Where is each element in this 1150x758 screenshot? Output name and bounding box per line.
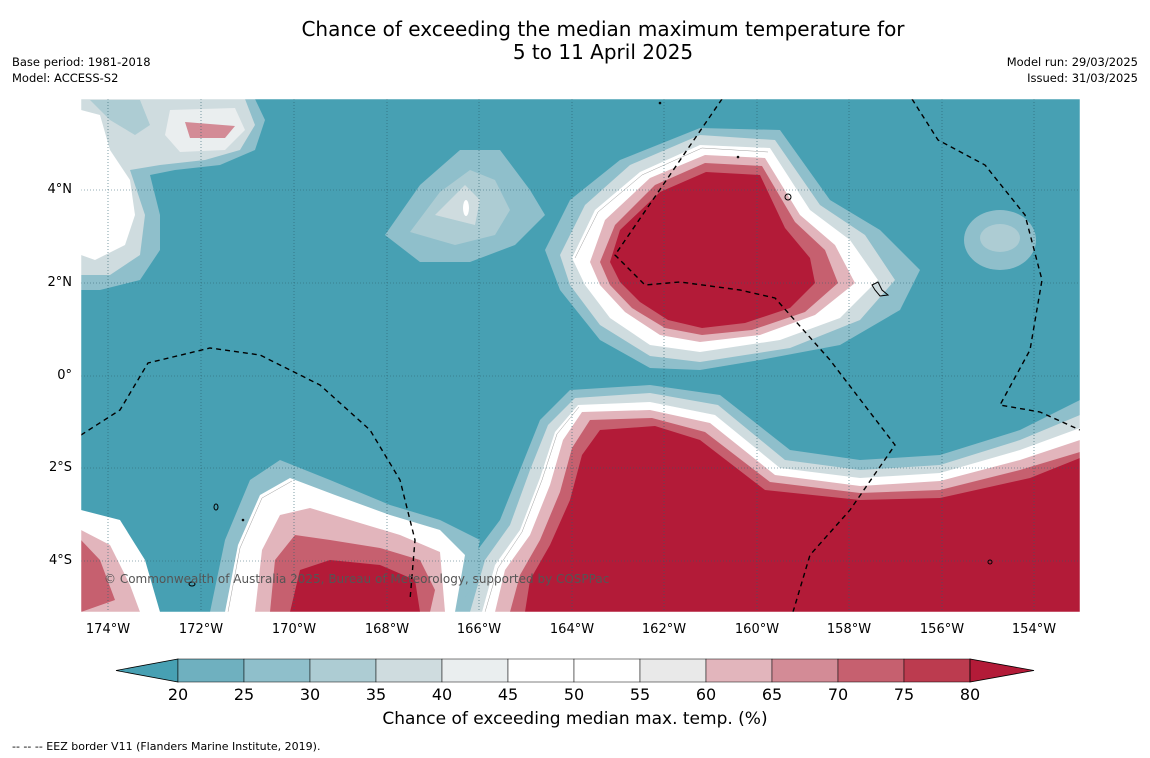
colorbar-over-triangle — [969, 658, 1035, 683]
colorbar-segment — [639, 658, 707, 683]
lat-label-2n: 2°N — [47, 275, 73, 290]
colorbar-segment — [837, 658, 905, 683]
colorbar-tick-label: 50 — [563, 685, 585, 704]
colorbar-segment — [375, 658, 443, 683]
low-probability-patch-ne — [964, 210, 1036, 270]
meta-right: Model run: 29/03/2025 Issued: 31/03/2025 — [1007, 54, 1138, 86]
colorbar-segment — [309, 658, 377, 683]
colorbar-title: Chance of exceeding median max. temp. (%… — [382, 709, 768, 729]
issued-text: Issued: 31/03/2025 — [1027, 71, 1138, 85]
lat-label-4s: 4°S — [48, 553, 72, 568]
colorbar-tick-label: 60 — [695, 685, 717, 704]
title-line-1: Chance of exceeding the median maximum t… — [301, 17, 905, 41]
lon-label-156w: 156°W — [919, 622, 965, 637]
colorbar-tick-label: 35 — [365, 685, 387, 704]
colorbar-tick-label: 25 — [233, 685, 255, 704]
eez-footnote: -- -- -- EEZ border V11 (Flanders Marine… — [12, 740, 321, 753]
map-title: Chance of exceeding the median maximum t… — [200, 18, 1006, 64]
colorbar-tick-label: 30 — [299, 685, 321, 704]
lon-label-170w: 170°W — [271, 622, 317, 637]
base-period-text: Base period: 1981-2018 — [12, 55, 151, 69]
map-field — [81, 99, 1080, 612]
lon-label-160w: 160°W — [734, 622, 780, 637]
warm-region-south — [455, 385, 1080, 612]
low-probability-patch-nw — [81, 99, 265, 290]
colorbar-segment — [903, 658, 971, 683]
model-text: Model: ACCESS-S2 — [12, 71, 119, 85]
lon-label-154w: 154°W — [1011, 622, 1057, 637]
map-frame — [80, 98, 1081, 613]
lon-label-172w: 172°W — [178, 622, 224, 637]
colorbar-tick-label: 70 — [827, 685, 849, 704]
lat-label-2s: 2°S — [48, 460, 72, 475]
lat-label-4n: 4°N — [47, 182, 73, 197]
colorbar-segment — [441, 658, 509, 683]
colorbar-segment — [177, 658, 245, 683]
meta-left: Base period: 1981-2018 Model: ACCESS-S2 — [12, 54, 151, 86]
eez-borders — [81, 99, 1080, 612]
contour-lines — [227, 147, 769, 612]
colorbar — [115, 658, 1035, 683]
colorbar-tick-label: 40 — [431, 685, 453, 704]
islands — [188, 101, 993, 587]
colorbar-segment — [771, 658, 839, 683]
colorbar-under-triangle — [115, 658, 179, 683]
lat-label-0: 0° — [57, 368, 72, 383]
low-probability-patch-n — [385, 150, 545, 262]
colorbar-tick-label: 80 — [959, 685, 981, 704]
warm-patch-sw — [210, 460, 480, 612]
colorbar-tick-label: 55 — [629, 685, 651, 704]
colorbar-segment — [507, 658, 575, 683]
colorbar-segment — [573, 658, 641, 683]
colorbar-segment — [705, 658, 773, 683]
lon-label-166w: 166°W — [456, 622, 502, 637]
colorbar-tick-label: 20 — [167, 685, 189, 704]
lon-label-162w: 162°W — [641, 622, 687, 637]
colorbar-segment — [243, 658, 311, 683]
lon-label-158w: 158°W — [826, 622, 872, 637]
copyright-notice: © Commonwealth of Australia 2025, Bureau… — [104, 572, 610, 586]
model-run-text: Model run: 29/03/2025 — [1006, 55, 1138, 69]
colorbar-tick-label: 75 — [893, 685, 915, 704]
lon-label-164w: 164°W — [549, 622, 595, 637]
lon-label-174w: 174°W — [85, 622, 131, 637]
lon-label-168w: 168°W — [364, 622, 410, 637]
colorbar-tick-label: 45 — [497, 685, 519, 704]
title-line-2: 5 to 11 April 2025 — [512, 40, 694, 64]
warm-blob-north — [545, 128, 920, 370]
colorbar-tick-label: 65 — [761, 685, 783, 704]
